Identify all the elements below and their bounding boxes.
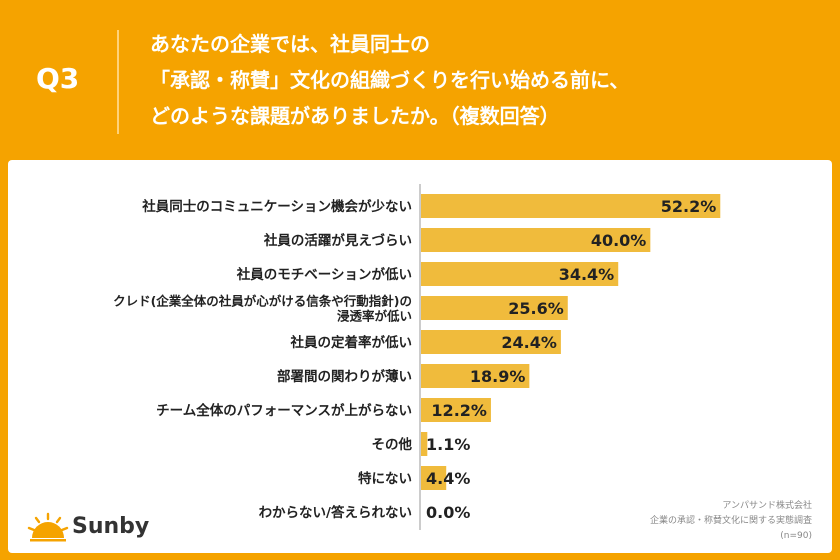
bar <box>421 432 428 456</box>
footer-survey: 企業の承認・称賛文化に関する実態調査 <box>649 516 812 526</box>
bar <box>421 330 561 354</box>
bar <box>421 228 651 252</box>
bar <box>421 398 491 422</box>
bar-value-label: 0.0% <box>426 503 470 522</box>
bar <box>421 296 568 320</box>
bar-chart: 52.2% 社員同士のコミュニケーション機会が少ない 40.0% 社員の活躍が見えづら… <box>113 184 721 530</box>
sun-icon <box>27 512 69 542</box>
footer-sample: (n=90) <box>780 531 812 541</box>
category-label: 社員同士のコミュニケーション機会が少ない <box>141 198 412 215</box>
bar <box>421 466 447 490</box>
footer-company: アンパサンド株式会社 <box>722 501 812 511</box>
bar-value-label: 24.4% <box>501 333 557 352</box>
question-header: Q3 あなたの企業では、社員同士の 「承認・称賛」文化の組織づくりを行い始める前… <box>0 0 840 160</box>
category-label: クレド(企業全体の社員が心がける信条や行動指針)の <box>113 294 412 309</box>
bar-value-label: 25.6% <box>508 299 564 318</box>
category-label: 社員の定着率が低い <box>290 334 413 351</box>
question-line: どのような課題がありましたか。（複数回答） <box>150 104 560 128</box>
category-label: 社員のモチベーションが低い <box>236 266 412 283</box>
question-line: 「承認・称賛」文化の組織づくりを行い始める前に、 <box>150 68 630 92</box>
bar-value-label: 12.2% <box>431 401 487 420</box>
sunby-logo: Sunby <box>26 508 149 548</box>
bar-value-label: 34.4% <box>559 265 615 284</box>
bar-value-label: 1.1% <box>426 435 470 454</box>
bar-value-label: 52.2% <box>661 197 717 216</box>
category-label: その他 <box>372 436 413 453</box>
header-divider <box>117 30 119 134</box>
bar <box>421 364 530 388</box>
logo-text: Sunby <box>72 514 150 539</box>
bar <box>421 194 721 218</box>
category-label: わからない/答えられない <box>259 504 412 521</box>
chart-card: 52.2% 社員同士のコミュニケーション機会が少ない 40.0% 社員の活躍が見えづら… <box>8 160 832 553</box>
category-label: チーム全体のパフォーマンスが上がらない <box>156 402 412 419</box>
bar <box>421 262 619 286</box>
category-label: 部署間の関わりが薄い <box>277 368 412 385</box>
question-line: あなたの企業では、社員同士の <box>150 32 430 56</box>
bar-value-label: 18.9% <box>470 367 526 386</box>
bar-value-label: 4.4% <box>426 469 470 488</box>
category-label: 浸透率が低い <box>337 309 412 324</box>
question-text: あなたの企業では、社員同士の 「承認・称賛」文化の組織づくりを行い始める前に、 … <box>150 26 629 134</box>
bar-value-label: 40.0% <box>591 231 647 250</box>
category-label: 特にない <box>358 470 412 487</box>
category-label: 社員の活躍が見えづらい <box>263 232 412 249</box>
question-number: Q3 <box>36 62 80 95</box>
survey-footer: アンパサンド株式会社 企業の承認・称賛文化に関する実態調査 (n=90) <box>650 499 812 544</box>
